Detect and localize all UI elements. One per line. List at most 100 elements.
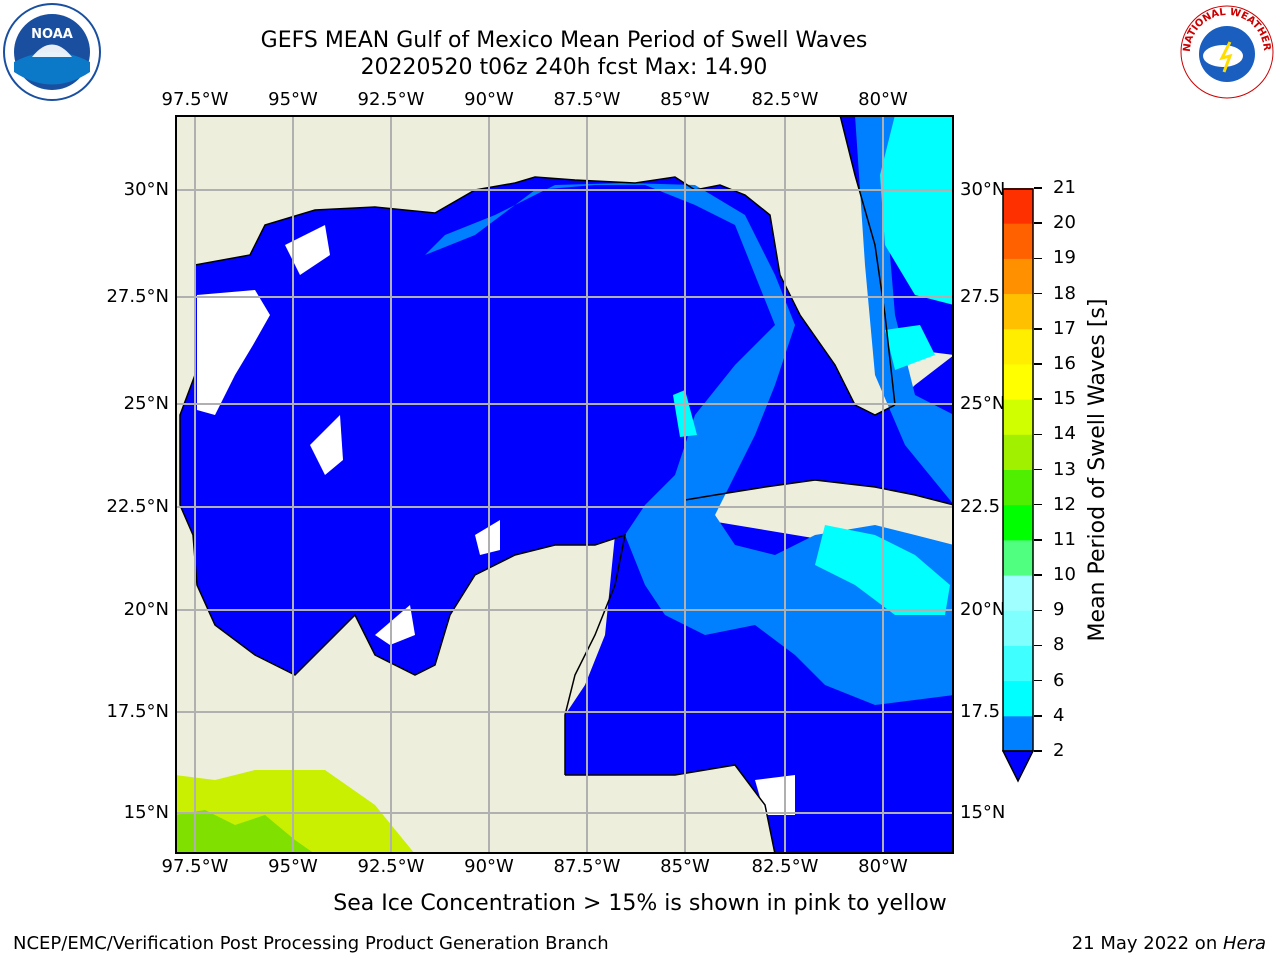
colorbar-segment <box>1003 258 1033 295</box>
lat-label-right-5: 17.5 <box>960 701 1001 722</box>
gridlines <box>175 115 954 854</box>
nws-logo: NATIONAL WEATHER SERVICE <box>1174 0 1276 100</box>
white-patch-1 <box>197 290 270 415</box>
lat-label-left-6: 15°N <box>123 802 169 823</box>
colorbar-tick-mark <box>1034 609 1042 611</box>
lon-label-top-0: 97.5°W <box>161 89 229 110</box>
mid-blue-region <box>425 183 954 705</box>
colorbar-segment <box>1003 504 1033 541</box>
colorbar-tick-mark <box>1034 433 1042 436</box>
sea-ice-note: Sea Ice Concentration > 15% is shown in … <box>333 891 947 916</box>
white-patch-3 <box>310 415 343 475</box>
colorbar-tick-label: 12 <box>1053 493 1076 515</box>
colorbar-tick-label: 18 <box>1053 282 1076 304</box>
colorbar-tick-mark <box>1034 539 1042 541</box>
colorbar-segment <box>1003 223 1033 259</box>
colorbar-tick-mark <box>1034 468 1042 471</box>
white-patch-2 <box>285 225 330 275</box>
white-patch-5 <box>475 520 500 555</box>
noaa-logo-text: NOAA <box>31 27 73 42</box>
lon-label-top-6: 82.5°W <box>751 89 819 110</box>
lon-label-bottom-6: 82.5°W <box>751 856 819 877</box>
map-border <box>175 115 954 854</box>
lat-label-left-3: 22.5°N <box>106 496 169 517</box>
colorbar-tick-mark <box>1034 222 1042 224</box>
footer-right: 21 May 2022 on Hera <box>1072 933 1266 955</box>
lat-label-left-5: 17.5°N <box>106 701 169 722</box>
colorbar-segment <box>1003 680 1033 717</box>
colorbar-tick-mark <box>1034 644 1042 647</box>
colorbar-tick-label: 9 <box>1053 599 1065 621</box>
colorbar-tick-label: 8 <box>1053 634 1065 656</box>
colorbar-tick-label: 6 <box>1053 669 1065 691</box>
colorbar-tick-label: 4 <box>1053 704 1065 726</box>
colorbar-segment <box>1003 434 1033 470</box>
colorbar-segment <box>1003 575 1033 611</box>
colorbar-tick-mark <box>1034 503 1042 506</box>
sea-ice-patch-inner <box>175 810 315 854</box>
colorbar-tick-mark <box>1034 750 1042 752</box>
colorbar-tick-mark <box>1034 398 1042 400</box>
lat-label-left-2: 25°N <box>123 393 169 414</box>
coastline-florida-atl <box>839 114 896 406</box>
colorbar-tick-label: 11 <box>1053 528 1076 550</box>
lat-label-left-4: 20°N <box>123 599 169 620</box>
lon-label-bottom-2: 92.5°W <box>357 856 425 877</box>
colorbar-tick-label: 2 <box>1053 740 1065 761</box>
map-panel <box>175 114 955 855</box>
lon-label-bottom-7: 80°W <box>858 856 908 877</box>
colorbar-segment <box>1003 469 1033 506</box>
colorbar-tick-label: 15 <box>1053 388 1076 410</box>
coastline-gulf <box>194 176 896 416</box>
colorbar-tick-label: 19 <box>1053 247 1076 269</box>
lon-label-bottom-1: 95°W <box>268 856 318 877</box>
colorbar-segment <box>1003 715 1033 752</box>
colorbar-tick-mark <box>1034 363 1042 365</box>
footer-left: NCEP/EMC/Verification Post Processing Pr… <box>13 933 609 954</box>
noaa-logo: NOAA <box>2 2 102 102</box>
footer-date: 21 May 2022 on <box>1071 933 1223 954</box>
colorbar-segment <box>1003 293 1033 330</box>
colorbar-svg <box>1001 188 1035 783</box>
lon-label-top-4: 87.5°W <box>553 89 621 110</box>
colorbar-segment <box>1003 610 1033 646</box>
colorbar-tick-label: 10 <box>1053 564 1076 586</box>
colorbar-segment <box>1003 645 1033 682</box>
colorbar-tick-mark <box>1034 574 1042 576</box>
colorbar-segment <box>1003 188 1033 224</box>
coastline-mexico <box>179 265 626 775</box>
lon-label-bottom-4: 87.5°W <box>553 856 621 877</box>
colorbar-extend-triangle <box>1001 750 1035 783</box>
chart-title: GEFS MEAN Gulf of Mexico Mean Period of … <box>260 28 868 53</box>
lon-label-top-3: 90°W <box>464 89 514 110</box>
colorbar-tick-mark <box>1034 328 1042 330</box>
colorbar-tick-mark <box>1034 292 1042 295</box>
lon-label-bottom-5: 85°W <box>660 856 710 877</box>
lon-label-top-2: 92.5°W <box>357 89 425 110</box>
cyan-patch-1 <box>885 325 935 370</box>
lon-label-bottom-3: 90°W <box>464 856 514 877</box>
chart-subtitle: 20220520 t06z 240h fcst Max: 14.90 <box>360 55 768 80</box>
lat-label-right-1: 27.5 <box>960 286 1001 307</box>
lat-label-right-0: 30°N <box>960 179 1006 200</box>
map-svg <box>175 114 955 855</box>
colorbar-border <box>1002 188 1034 752</box>
colorbar-tick-label: 20 <box>1053 212 1076 234</box>
coastline-cuba <box>684 479 955 506</box>
lon-label-top-1: 95°W <box>268 89 318 110</box>
white-patch-4 <box>375 605 415 645</box>
colorbar-tick-mark <box>1034 187 1042 189</box>
lat-label-left-1: 27.5°N <box>106 286 169 307</box>
gulf-ocean <box>180 177 954 675</box>
colorbar-segment <box>1003 539 1033 576</box>
colorbar-segment <box>1003 328 1033 365</box>
colorbar-tick-label: 16 <box>1053 352 1076 374</box>
colorbar-segment <box>1003 363 1033 400</box>
colorbar-tick-mark <box>1034 257 1042 260</box>
lat-label-right-6: 15°N <box>960 802 1006 823</box>
lon-label-top-7: 80°W <box>858 89 908 110</box>
colorbar-tick-mark <box>1034 715 1042 717</box>
lat-label-left-0: 30°N <box>123 179 169 200</box>
colorbar-tick-label: 14 <box>1053 423 1076 445</box>
lat-label-right-4: 20°N <box>960 599 1006 620</box>
